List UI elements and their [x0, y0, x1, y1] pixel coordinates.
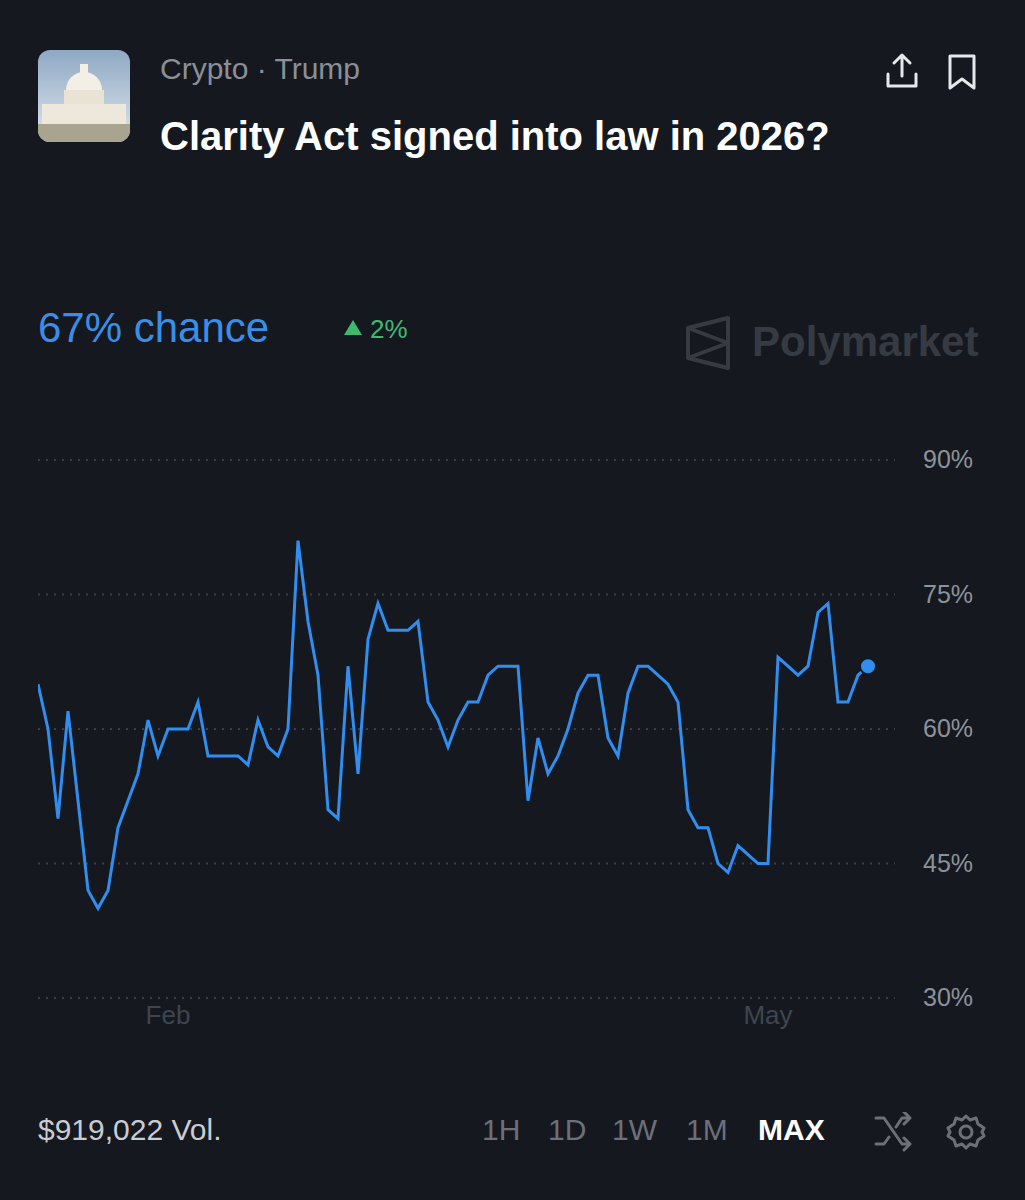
svg-text:75%: 75% [923, 580, 973, 608]
html-text:1D: 1D [548, 1113, 587, 1146]
html-text:2%: 2% [370, 314, 408, 344]
html-text:Clarity Act signed into law in: Clarity Act signed into law in 2026? [160, 114, 830, 158]
html-text:$919,022 Vol.: $919,022 Vol. [38, 1113, 222, 1146]
svg-text:30%: 30% [923, 983, 973, 1011]
svg-text:45%: 45% [923, 849, 973, 877]
html-text:1H: 1H [482, 1113, 521, 1146]
html-text:Crypto · Trump: Crypto · Trump [160, 52, 360, 85]
html-text:67% chance: 67% chance [38, 304, 270, 351]
svg-text:Feb: Feb [146, 1000, 191, 1030]
svg-text:90%: 90% [923, 445, 973, 473]
svg-text:60%: 60% [923, 714, 973, 742]
svg-text:May: May [743, 1000, 792, 1030]
html-text:1W: 1W [612, 1113, 657, 1146]
html-text:Polymarket: Polymarket [752, 318, 979, 365]
html-text:MAX: MAX [758, 1113, 825, 1146]
html-text:1M: 1M [686, 1113, 728, 1146]
